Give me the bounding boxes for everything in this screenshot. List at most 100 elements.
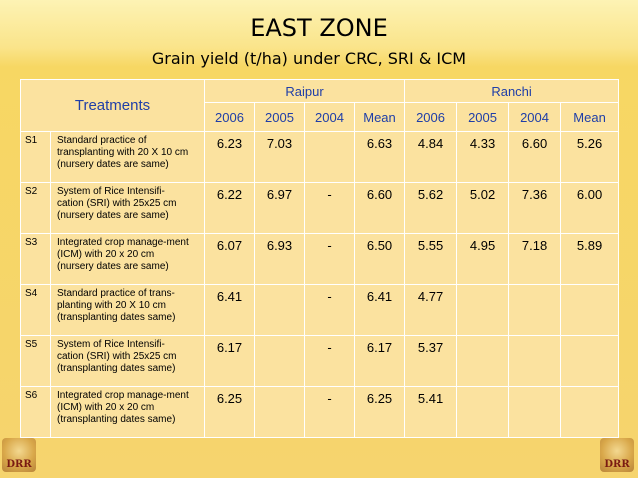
yield-cell: - xyxy=(304,335,355,387)
table-row: S2 System of Rice Intensifi-cation (SRI) … xyxy=(20,182,620,234)
yield-cell: 5.37 xyxy=(404,335,458,387)
description-line: (nursery dates are same) xyxy=(57,261,169,272)
description-line: transplanting with 20 X 10 cm xyxy=(57,147,189,158)
description-line: (ICM) with 20 x 20 cm xyxy=(57,402,155,413)
yield-cell: 6.17 xyxy=(204,335,255,387)
table-row: S3 Integrated crop manage-ment (ICM) with … xyxy=(20,233,620,285)
yield-cell: 7.36 xyxy=(508,182,562,234)
yield-cell: 6.07 xyxy=(204,233,255,285)
yield-cell: 5.89 xyxy=(560,233,620,285)
yield-cell: - xyxy=(304,284,355,336)
drr-logo-left: DRR xyxy=(2,438,36,472)
yield-cell: 5.55 xyxy=(404,233,458,285)
treatment-code: S4 xyxy=(20,284,51,336)
description-line: (transplanting dates same) xyxy=(57,363,176,374)
yield-cell xyxy=(508,386,562,438)
description-line: Integrated crop manage-ment xyxy=(57,390,189,401)
description-line: Standard practice of trans- xyxy=(57,288,175,299)
treatment-description: Standard practice of transplanting with 2… xyxy=(50,131,205,183)
table-row: S4 Standard practice of trans-planting wi… xyxy=(20,284,620,336)
yield-cell xyxy=(456,335,510,387)
yield-cell: 6.25 xyxy=(204,386,255,438)
year-header: Mean xyxy=(353,102,406,132)
description-line: (transplanting dates same) xyxy=(57,312,176,323)
yield-cell: 7.03 xyxy=(254,131,305,183)
description-line: Integrated crop manage-ment xyxy=(57,237,189,248)
yield-cell: 6.22 xyxy=(204,182,255,234)
description-line: cation (SRI) with 25x25 cm xyxy=(57,351,177,362)
slide-title: EAST ZONE xyxy=(250,14,388,42)
yield-cell xyxy=(254,284,305,336)
year-header: 2005 xyxy=(456,102,510,132)
treatment-code: S1 xyxy=(20,131,51,183)
year-header: 2006 xyxy=(204,102,255,132)
yield-cell: 6.93 xyxy=(254,233,305,285)
yield-cell xyxy=(508,335,562,387)
yield-cell: 6.17 xyxy=(353,335,406,387)
table-row: S5 System of Rice Intensifi-cation (SRI) … xyxy=(20,335,620,387)
yield-cell: 6.00 xyxy=(560,182,620,234)
year-header: 2004 xyxy=(508,102,562,132)
yield-cell xyxy=(254,386,305,438)
site-header-ranchi: Ranchi xyxy=(404,79,620,103)
yield-cell xyxy=(254,335,305,387)
description-line: (nursery dates are same) xyxy=(57,210,169,221)
yield-cell: 5.62 xyxy=(404,182,458,234)
yield-cell xyxy=(508,284,562,336)
year-header: 2004 xyxy=(304,102,355,132)
treatment-description: System of Rice Intensifi-cation (SRI) wi… xyxy=(50,335,205,387)
treatment-code: S5 xyxy=(20,335,51,387)
treatment-description: Integrated crop manage-ment (ICM) with 20… xyxy=(50,233,205,285)
logo-text: DRR xyxy=(6,459,32,470)
yield-cell: 6.50 xyxy=(353,233,406,285)
year-header: Mean xyxy=(560,102,620,132)
description-line: (transplanting dates same) xyxy=(57,414,176,425)
site-header-raipur: Raipur xyxy=(203,79,406,103)
logo-text: DRR xyxy=(604,459,630,470)
yield-cell: 4.33 xyxy=(456,131,510,183)
yield-cell xyxy=(560,386,620,438)
treatment-code: S3 xyxy=(20,233,51,285)
yield-cell: 4.95 xyxy=(456,233,510,285)
treatment-code: S6 xyxy=(20,386,51,438)
treatment-description: System of Rice Intensifi-cation (SRI) wi… xyxy=(50,182,205,234)
yield-cell: - xyxy=(304,182,355,234)
yield-cell: 4.84 xyxy=(404,131,458,183)
drr-logo-right: DRR xyxy=(600,438,634,472)
yield-cell xyxy=(304,131,355,183)
yield-cell: 6.41 xyxy=(353,284,406,336)
treatments-header: Treatments xyxy=(20,79,205,132)
yield-cell: - xyxy=(304,386,355,438)
yield-cell: 6.60 xyxy=(353,182,406,234)
yield-cell: 6.23 xyxy=(204,131,255,183)
yield-cell: 6.63 xyxy=(353,131,406,183)
description-line: planting with 20 X 10 cm xyxy=(57,300,166,311)
yield-cell xyxy=(456,386,510,438)
yield-cell: 6.97 xyxy=(254,182,305,234)
description-line: (nursery dates are same) xyxy=(57,159,169,170)
description-line: Standard practice of xyxy=(57,135,147,146)
description-line: System of Rice Intensifi- xyxy=(57,339,165,350)
treatment-description: Integrated crop manage-ment (ICM) with 20… xyxy=(50,386,205,438)
table-row: S1 Standard practice of transplanting with… xyxy=(20,131,620,183)
table-row: S6 Integrated crop manage-ment (ICM) with … xyxy=(20,386,620,438)
description-line: System of Rice Intensifi- xyxy=(57,186,165,197)
yield-cell: 5.02 xyxy=(456,182,510,234)
yield-cell xyxy=(560,284,620,336)
description-line: (ICM) with 20 x 20 cm xyxy=(57,249,155,260)
slide-subtitle: Grain yield (t/ha) under CRC, SRI & ICM xyxy=(151,49,467,68)
yield-cell: - xyxy=(304,233,355,285)
treatment-code: S2 xyxy=(20,182,51,234)
description-line: cation (SRI) with 25x25 cm xyxy=(57,198,177,209)
yield-cell: 6.60 xyxy=(508,131,562,183)
year-header: 2005 xyxy=(254,102,305,132)
treatment-description: Standard practice of trans-planting with… xyxy=(50,284,205,336)
yield-cell: 5.26 xyxy=(560,131,620,183)
yield-cell: 6.41 xyxy=(204,284,255,336)
yield-cell: 7.18 xyxy=(508,233,562,285)
year-header: 2006 xyxy=(404,102,458,132)
yield-cell xyxy=(560,335,620,387)
yield-cell: 5.41 xyxy=(404,386,458,438)
yield-cell: 6.25 xyxy=(353,386,406,438)
yield-cell: 4.77 xyxy=(404,284,458,336)
